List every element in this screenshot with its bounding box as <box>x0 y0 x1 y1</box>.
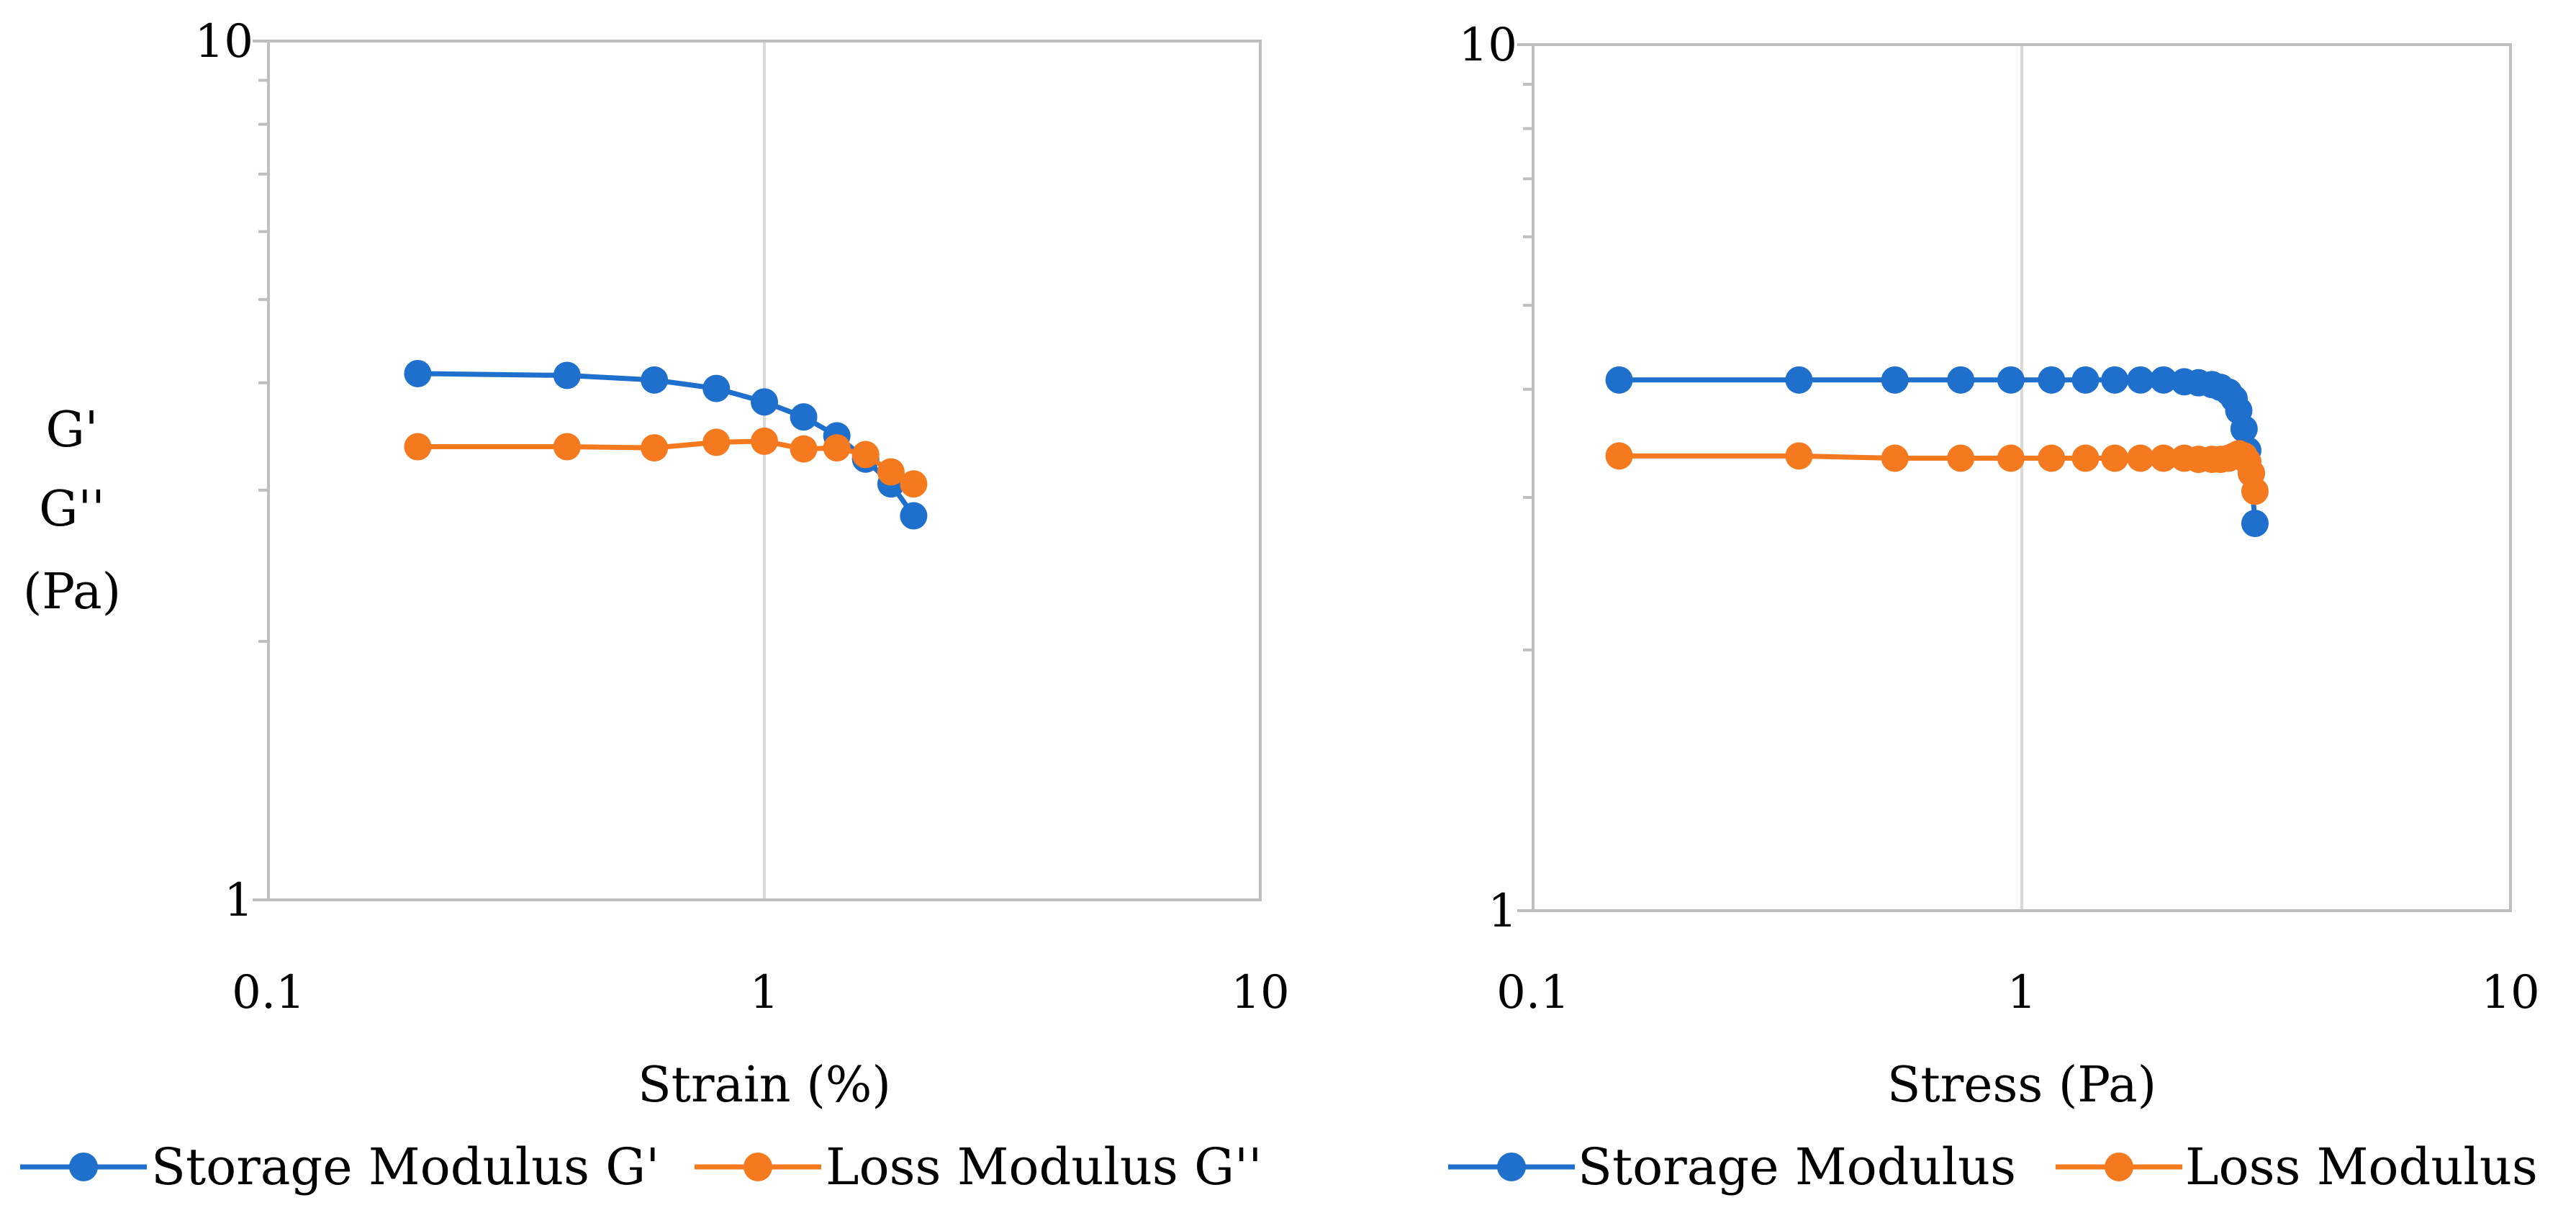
data-point <box>2127 366 2155 394</box>
legend-marker <box>744 1153 772 1181</box>
data-point <box>751 427 778 455</box>
data-point <box>553 433 581 461</box>
data-point <box>2230 415 2258 443</box>
y-tick-label: 1 <box>1488 885 1517 938</box>
legend-label: Loss Modulus <box>2185 1137 2538 1196</box>
data-point <box>823 434 851 462</box>
data-point <box>1947 366 1975 394</box>
data-point <box>2038 366 2066 394</box>
y-tick-label: 10 <box>1459 19 1517 72</box>
series-loss-modulus-g <box>404 427 928 498</box>
y-axis-title-line: G'' <box>39 481 105 538</box>
x-tick-label: 0.1 <box>232 966 305 1019</box>
y-tick-label: 10 <box>195 15 253 68</box>
data-point <box>790 435 818 463</box>
data-point <box>1881 444 1909 472</box>
data-point <box>2101 444 2129 472</box>
data-point <box>404 433 432 461</box>
data-point <box>2101 366 2129 394</box>
data-point <box>2127 444 2155 472</box>
data-point <box>2071 366 2100 394</box>
data-point <box>851 441 880 469</box>
x-axis-title: Stress (Pa) <box>1887 1057 2156 1114</box>
x-tick-label: 0.1 <box>1496 966 1570 1019</box>
legend-marker <box>1497 1153 1526 1181</box>
data-point <box>2149 444 2177 472</box>
data-point <box>641 434 669 462</box>
data-point <box>1785 366 1813 394</box>
strain-chart: 0.1 1 10 1 10 Strain (%) G' G'' (Pa) Storage Modu… <box>20 15 1290 1196</box>
data-point <box>900 502 928 530</box>
data-point <box>1947 444 1975 472</box>
data-point <box>404 359 432 387</box>
legend-label: Storage Modulus G' <box>151 1137 659 1196</box>
plot-frame <box>267 40 1262 901</box>
data-point <box>2241 510 2269 538</box>
legend-label: Loss Modulus G'' <box>826 1137 1262 1196</box>
data-point <box>1997 444 2025 472</box>
data-point <box>751 388 778 416</box>
x-tick-label: 1 <box>2007 966 2037 1019</box>
legend-marker <box>69 1153 98 1181</box>
y-axis-title-line: (Pa) <box>23 564 121 621</box>
data-point <box>702 428 731 456</box>
data-point <box>790 403 818 431</box>
y-tick-label: 1 <box>224 874 253 927</box>
x-tick-label: 10 <box>1231 966 1289 1019</box>
data-point <box>1997 366 2025 394</box>
data-point <box>877 458 905 486</box>
data-point <box>2241 477 2269 505</box>
legend-item-storage-modulus-g: Storage Modulus G' <box>20 1137 659 1196</box>
x-tick-label: 1 <box>750 966 779 1019</box>
series-loss-modulus <box>1605 440 2269 505</box>
data-point <box>2038 444 2066 472</box>
plot-frame <box>1532 43 2512 912</box>
legend-item-storage-modulus: Storage Modulus <box>1448 1137 2016 1196</box>
legend-item-loss-modulus-g: Loss Modulus G'' <box>695 1137 1262 1196</box>
data-point <box>1785 442 1813 470</box>
data-point <box>553 361 581 389</box>
data-point <box>1881 366 1909 394</box>
data-point <box>1605 366 1633 394</box>
data-point <box>2149 366 2177 394</box>
legend-label: Storage Modulus <box>1578 1137 2016 1196</box>
data-point <box>900 470 928 498</box>
legend-marker <box>2105 1153 2133 1181</box>
x-tick-label: 10 <box>2481 966 2539 1019</box>
stress-chart: 0.1 1 10 1 10 Stress (Pa) Storage Modulus Loss … <box>1448 19 2540 1196</box>
series-line <box>417 438 916 487</box>
data-point <box>1605 442 1633 470</box>
legend-item-loss-modulus: Loss Modulus <box>2056 1137 2538 1196</box>
data-point <box>702 374 731 402</box>
data-point <box>641 366 669 394</box>
data-point <box>2071 444 2100 472</box>
x-axis-title: Strain (%) <box>638 1057 891 1114</box>
y-axis-title-line: G' <box>45 402 98 459</box>
